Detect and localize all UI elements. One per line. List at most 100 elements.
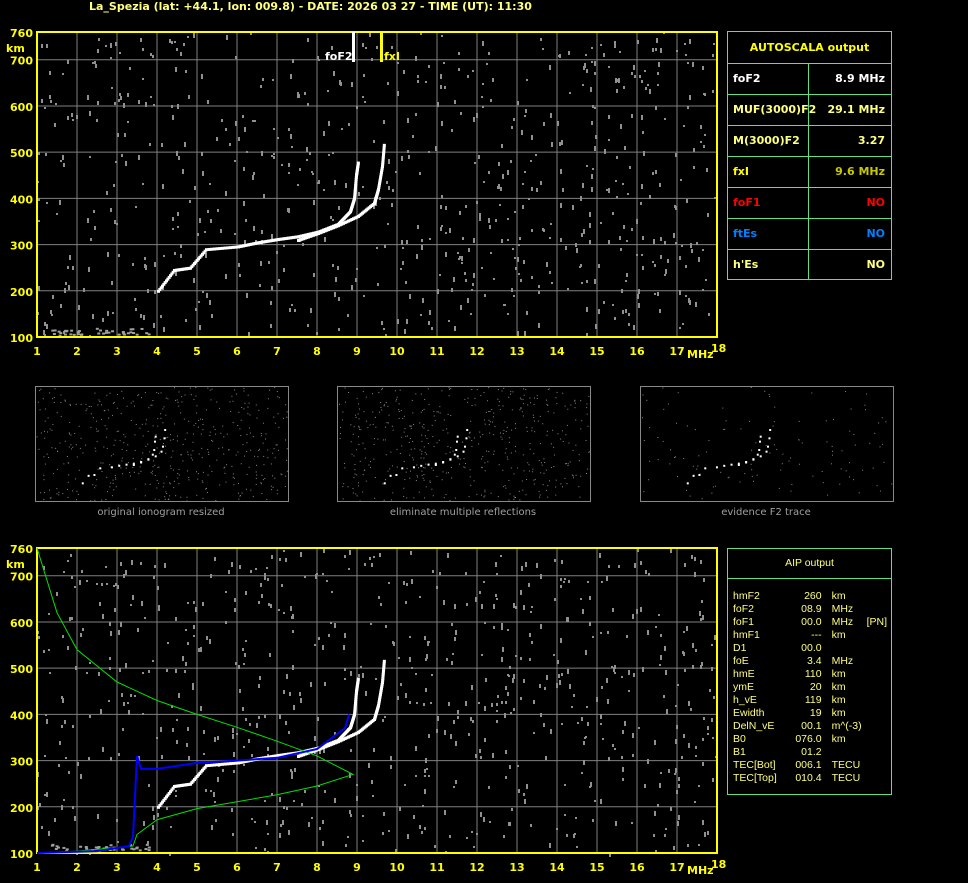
noise-dot — [473, 117, 475, 122]
thumb-noise — [438, 439, 440, 441]
thumb-noise — [565, 434, 567, 436]
noise-dot — [642, 266, 644, 270]
echo-point-extraordinary — [378, 694, 382, 698]
thumb-noise — [562, 440, 564, 442]
thumb-noise — [533, 453, 535, 455]
echo-point-extraordinary — [322, 746, 325, 750]
noise-dot — [608, 240, 610, 244]
thumb-noise — [115, 486, 117, 488]
noise-dot — [589, 212, 591, 217]
noise-dot — [425, 81, 427, 83]
echo-point-extraordinary — [382, 151, 386, 155]
thumb-echo — [692, 474, 695, 477]
thumb-noise — [484, 419, 486, 421]
thumb-noise — [201, 480, 203, 482]
noise-dot — [636, 219, 638, 224]
noise-dot — [403, 581, 405, 585]
thumb-echo — [466, 429, 469, 431]
noise-dot — [386, 181, 388, 184]
noise-dot — [334, 732, 336, 736]
noise-dot — [561, 673, 563, 676]
noise-dot — [114, 220, 116, 224]
thumb-noise — [567, 463, 569, 465]
noise-dot — [369, 557, 371, 560]
noise-dot — [125, 570, 127, 575]
thumb-noise — [874, 432, 876, 434]
noise-dot — [507, 629, 509, 631]
thumb-noise — [476, 389, 478, 391]
thumb-noise — [208, 453, 210, 455]
noise-dot — [328, 154, 330, 156]
plot-frame — [36, 547, 718, 854]
noise-dot — [407, 834, 409, 839]
thumb-noise — [193, 424, 195, 426]
noise-dot — [254, 120, 256, 122]
noise-dot — [243, 663, 245, 665]
thumb-noise — [556, 391, 558, 393]
noise-dot — [674, 773, 676, 775]
noise-dot — [182, 169, 184, 174]
thumb-noise — [768, 393, 770, 395]
thumb-noise — [445, 494, 447, 496]
thumb-noise — [239, 495, 241, 497]
noise-dot — [78, 305, 80, 310]
thumb-noise — [498, 464, 500, 466]
thumb-noise — [247, 394, 249, 396]
x-tick-label: 17 — [669, 345, 684, 358]
noise-dot — [163, 255, 165, 257]
noise-dot — [56, 213, 58, 215]
echo-point-ordinary — [272, 238, 275, 242]
thumb-noise — [186, 432, 188, 434]
echo-point-ordinary — [307, 232, 310, 236]
thumb-noise — [209, 465, 211, 467]
noise-dot — [430, 702, 432, 704]
noise-dot — [323, 131, 325, 136]
noise-dot — [270, 604, 272, 608]
noise-dot — [558, 55, 560, 57]
noise-dot — [164, 563, 166, 568]
aip-cell: km — [831, 694, 846, 706]
echo-point-extraordinary — [340, 738, 344, 742]
noise-dot — [239, 274, 241, 277]
thumb-noise — [248, 427, 250, 429]
thumb-echo — [153, 440, 156, 443]
noise-dot — [609, 852, 611, 857]
echo-point-ordinary — [275, 238, 279, 242]
thumbnail-eliminate-multiple — [337, 386, 591, 502]
thumb-noise — [127, 444, 129, 446]
thumb-noise — [539, 443, 541, 445]
noise-dot — [622, 310, 624, 314]
noise-dot — [557, 121, 559, 126]
thumb-noise — [406, 468, 408, 470]
noise-dot — [95, 64, 97, 68]
noise-dot — [215, 819, 217, 822]
noise-dot — [551, 282, 553, 284]
noise-dot — [472, 70, 474, 72]
thumb-noise — [154, 498, 156, 500]
thumb-noise — [238, 498, 240, 500]
x-tick-label: 13 — [509, 345, 524, 358]
thumb-noise — [408, 442, 410, 444]
thumb-noise — [170, 467, 172, 469]
thumb-noise — [849, 476, 851, 478]
thumb-noise — [839, 483, 841, 485]
thumb-noise — [373, 444, 375, 446]
noise-dot — [424, 769, 426, 773]
noise-dot — [435, 146, 437, 151]
thumb-noise — [90, 406, 92, 408]
noise-dot — [626, 635, 628, 638]
thumb-noise — [578, 460, 580, 462]
thumb-noise — [95, 485, 97, 487]
noise-dot — [531, 187, 533, 191]
noise-dot — [441, 195, 443, 198]
thumb-noise — [529, 397, 531, 399]
aip-cell: Ewidth — [733, 707, 765, 719]
thumb-noise — [562, 392, 564, 394]
noise-dot — [658, 614, 660, 616]
echo-point-extraordinary — [335, 740, 339, 744]
echo-point-extraordinary — [381, 157, 385, 161]
y-axis-label: km — [6, 558, 25, 571]
thumb-noise — [539, 415, 541, 417]
thumb-noise — [529, 443, 531, 445]
thumb-echo — [465, 437, 468, 440]
